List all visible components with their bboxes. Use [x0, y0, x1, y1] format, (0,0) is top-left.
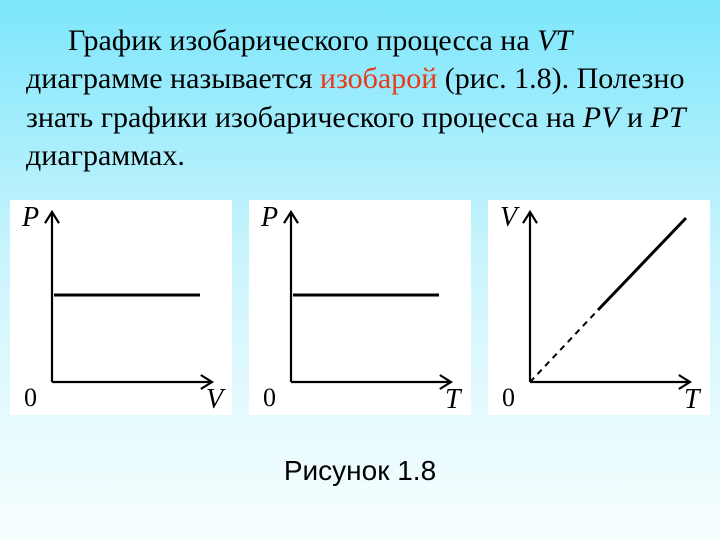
pt-label: PT	[651, 101, 686, 134]
diagram-panel-2: V T 0	[488, 200, 710, 415]
svg-text:P: P	[21, 202, 39, 233]
svg-text:0: 0	[263, 383, 276, 412]
intro-paragraph: График изобарического процесса на VT диа…	[0, 0, 720, 186]
svg-text:0: 0	[24, 383, 37, 412]
vt-label: VT	[537, 24, 572, 57]
text-seg1: График изобарического процесса на	[68, 24, 537, 57]
svg-text:P: P	[260, 202, 278, 233]
figure-caption: Рисунок 1.8	[0, 455, 720, 487]
diagram-panel-1: P T 0	[249, 200, 471, 415]
pv-label: PV	[583, 101, 620, 134]
diagram-row: P V 0 P T 0 V T 0	[2, 186, 718, 415]
svg-text:V: V	[206, 384, 226, 415]
svg-text:0: 0	[502, 383, 515, 412]
diagram-panel-0: P V 0	[10, 200, 232, 415]
svg-text:T: T	[684, 384, 702, 415]
text-seg5: диаграммах.	[26, 139, 185, 172]
term-isobar: изобарой	[320, 62, 437, 95]
svg-text:T: T	[445, 384, 463, 415]
text-seg4: и	[619, 101, 650, 134]
svg-text:V: V	[500, 202, 520, 233]
text-seg2: диаграмме называется	[26, 62, 320, 95]
